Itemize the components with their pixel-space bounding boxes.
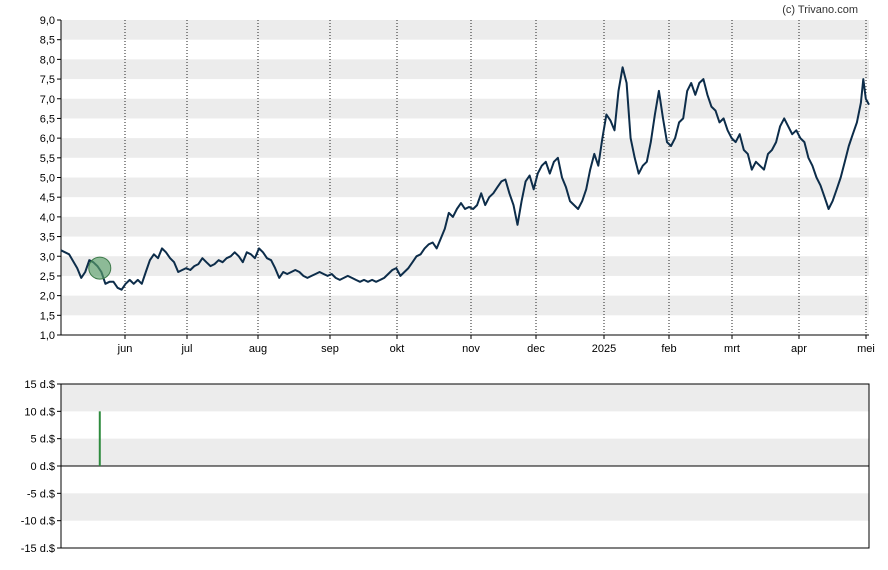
grid-band [61,177,869,198]
y-tick-label: 7,0 [40,94,55,106]
x-tick-label: mrt [724,343,740,355]
x-tick-label: mei [857,343,875,355]
y-tick-label: 2,0 [40,291,55,303]
y-tick-label: 9,0 [40,15,55,27]
y-tick-label: 8,0 [40,54,55,66]
x-tick-label: sep [321,343,339,355]
y-tick-label: 5,0 [40,173,55,185]
x-tick-label: apr [791,343,807,355]
y-tick-label: 8,5 [40,35,55,47]
grid-band [61,438,869,466]
x-tick-label: aug [249,343,267,355]
x-tick-label: jun [117,343,133,355]
grid-band [61,98,869,119]
x-tick-label: okt [390,343,405,355]
y-tick-label: 7,5 [40,74,55,86]
grid-band [61,256,869,276]
y-tick-label: -10 d.$ [21,516,55,528]
y-tick-label: 4,0 [40,212,55,224]
y-tick-label: 10 d.$ [24,406,55,418]
y-tick-label: -15 d.$ [21,543,55,555]
y-tick-label: 5,5 [40,153,55,165]
y-tick-label: 1,0 [40,330,55,342]
y-tick-label: 2,5 [40,271,55,283]
y-tick-label: 4,5 [40,192,55,204]
grid-band [61,384,869,412]
x-tick-label: dec [527,343,545,355]
x-tick-label: 2025 [592,343,616,355]
event-marker [88,256,112,280]
grid-band [61,216,869,237]
x-tick-label: feb [661,343,676,355]
grid-band [61,295,869,316]
grid-band [61,493,869,521]
y-tick-label: 15 d.$ [24,379,55,391]
y-tick-label: 6,5 [40,113,55,125]
grid-band [61,20,869,40]
copyright-label: (c) Trivano.com [782,4,858,16]
y-tick-label: 6,0 [40,133,55,145]
y-tick-label: 1,5 [40,310,55,322]
grid-band [61,59,869,80]
y-tick-label: 3,0 [40,251,55,263]
y-tick-label: 5 d.$ [31,434,55,446]
price-line [60,66,870,291]
y-tick-label: 3,5 [40,232,55,244]
x-tick-label: jul [180,343,192,355]
y-tick-label: 0 d.$ [31,461,55,473]
x-tick-label: nov [462,343,480,355]
y-tick-label: -5 d.$ [27,488,55,500]
